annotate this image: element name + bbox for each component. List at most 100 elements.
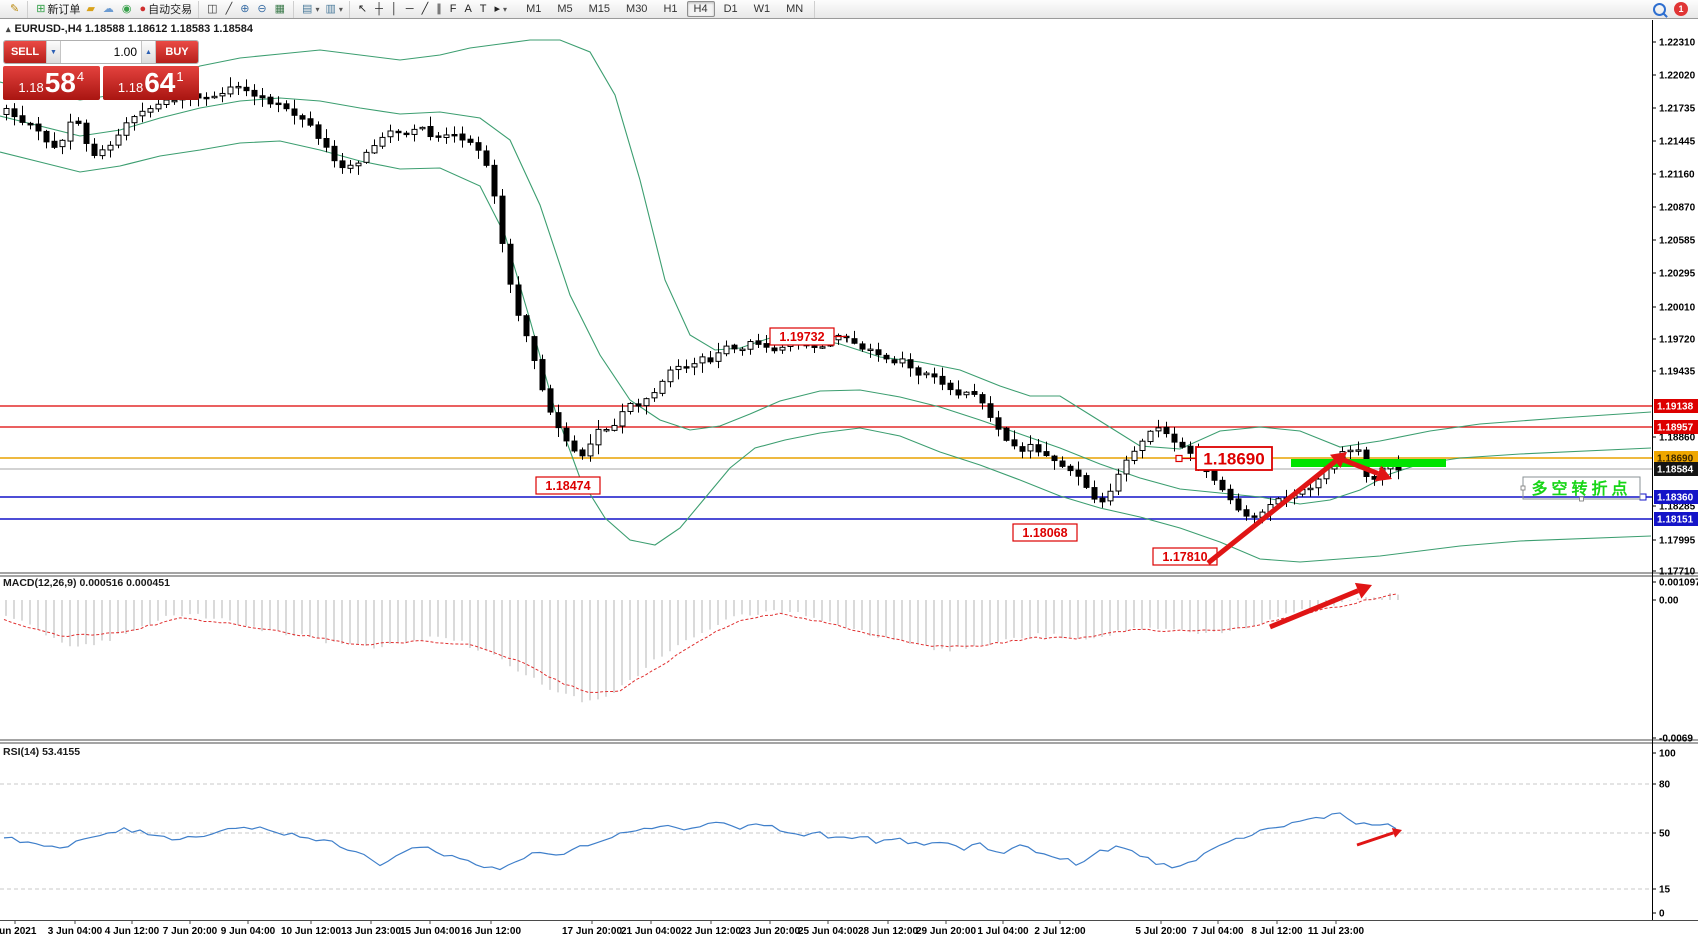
rsi-arrow-up-head	[1391, 828, 1402, 838]
price-label-118068[interactable]	[1012, 523, 1078, 542]
price-axis-label: 1.19435	[1659, 367, 1696, 378]
cloud-icon[interactable]: ☁	[100, 2, 119, 17]
buy-price-prefix: 1.18	[117, 80, 144, 95]
selection-handle	[1579, 496, 1584, 502]
support-line-1-handle[interactable]	[1639, 493, 1647, 501]
timeframe-mn[interactable]: MN	[786, 3, 804, 15]
autotrade-button: ●	[139, 2, 147, 15]
time-axis-label: 23 Jun 20:00	[740, 926, 800, 937]
sell-price-box[interactable]: 1.18 58 4	[3, 66, 100, 100]
timeframe-w1[interactable]: W1	[753, 3, 771, 15]
volume-decrease-button[interactable]: ▼	[46, 41, 61, 63]
cursor-icon[interactable]: ↖	[355, 2, 372, 17]
chevron-down-icon[interactable]: ▾	[503, 4, 508, 14]
zoom-in-icon[interactable]: ⊕	[237, 2, 254, 17]
toolbar-group: ◫ ╱ ⊕ ⊖ ▦	[201, 0, 295, 18]
timeframe-d1[interactable]: D1	[723, 3, 738, 15]
autotrade-button[interactable]: ● 自动交易	[137, 2, 196, 17]
rsi-axis-label: 15	[1659, 885, 1671, 896]
cloud-icon: ☁	[102, 2, 114, 15]
time-axis-label: 13 Jun 23:00	[341, 926, 401, 937]
trendline-icon: ╱	[421, 2, 429, 15]
fibonacci-icon: F	[449, 2, 457, 15]
macd-histogram	[5, 593, 1399, 703]
text-icon[interactable]: A	[461, 2, 476, 17]
timeframe-m15[interactable]: M15	[588, 3, 611, 15]
chart-candles-icon[interactable]: ◫	[204, 2, 222, 17]
timeframe-h4[interactable]: H4	[686, 1, 715, 17]
toolbar-group: ⊞ 新订单 ▰ ☁ ◉ ● 自动交易	[30, 0, 200, 18]
crosshair-icon[interactable]: ┼	[372, 2, 388, 17]
green-highlight-band[interactable]	[1291, 459, 1446, 467]
signal-icon[interactable]: ◉	[119, 2, 137, 17]
volume-input[interactable]	[61, 41, 141, 63]
time-axis-label: 16 Jun 12:00	[461, 926, 521, 937]
trend-arrow-up[interactable]	[1206, 459, 1337, 565]
price-axis-label: 1.21735	[1659, 104, 1696, 115]
pullback-arrow-down-head	[1374, 465, 1392, 482]
price-badge	[1654, 462, 1698, 476]
price-badge-text: 1.18584	[1657, 465, 1694, 476]
chevron-down-icon[interactable]: ▾	[315, 4, 320, 14]
signal-icon: ◉	[121, 2, 132, 15]
new-order-button[interactable]: ⊞ 新订单	[33, 2, 83, 17]
edit-pencil-icon[interactable]: ✎	[7, 2, 24, 17]
notification-badge[interactable]: 1	[1674, 2, 1688, 16]
chart-line-icon[interactable]: ╱	[223, 2, 238, 17]
time-axis-label: 10 Jun 12:00	[281, 926, 341, 937]
search-icon[interactable]	[1653, 2, 1666, 16]
bollinger-lower-band	[0, 140, 1652, 563]
time-axis-label: 29 Jun 20:00	[916, 926, 976, 937]
vertical-line-icon[interactable]: │	[388, 2, 403, 17]
profiles-icon[interactable]: ▥ ▾	[322, 2, 345, 17]
label-icon[interactable]: T	[477, 2, 492, 17]
price-axis-label: 1.18285	[1659, 502, 1696, 513]
channel-icon[interactable]: ∥	[433, 2, 447, 17]
price-badge-text: 1.18360	[1657, 493, 1694, 504]
rsi-axis-label: 0	[1659, 909, 1665, 920]
price-badge-text: 1.19138	[1657, 402, 1694, 413]
time-axis-label: 1 Jul 04:00	[977, 926, 1029, 937]
time-axis-label: 9 Jun 04:00	[221, 926, 276, 937]
chart-line-icon: ╱	[225, 2, 233, 15]
horizontal-line-icon: ─	[405, 2, 414, 15]
timeframe-m1[interactable]: M1	[526, 3, 542, 15]
rsi-arrow-up[interactable]	[1356, 831, 1394, 847]
zoom-out-icon[interactable]: ⊖	[254, 2, 271, 17]
edit-pencil-icon: ✎	[10, 2, 20, 15]
rsi-line	[3, 812, 1397, 871]
buy-button[interactable]: BUY	[156, 41, 198, 63]
tile-windows-icon[interactable]: ▦	[272, 2, 290, 17]
fibonacci-icon[interactable]: F	[447, 2, 462, 17]
price-label-118474[interactable]	[535, 476, 601, 495]
trend-arrow-up-head	[1329, 452, 1347, 469]
trendline-icon[interactable]: ╱	[419, 2, 434, 17]
price-label-117810-text: 1.17810	[1162, 550, 1207, 564]
macd-indicator-label: MACD(12,26,9) 0.000516 0.000451	[3, 577, 170, 589]
vertical-line-icon: │	[390, 2, 398, 15]
horizontal-line-icon[interactable]: ─	[403, 2, 419, 17]
time-axis-label: 5 Jul 20:00	[1135, 926, 1187, 937]
buy-price-box[interactable]: 1.18 64 1	[102, 66, 199, 100]
timeframe-m5[interactable]: M5	[557, 3, 573, 15]
templates-icon[interactable]: ▤ ▾	[299, 2, 322, 17]
time-axis-label: 7 Jul 04:00	[1192, 926, 1244, 937]
gold-icon[interactable]: ▰	[83, 2, 99, 17]
time-axis-label: 22 Jun 12:00	[681, 926, 741, 937]
buy-price-sup: 1	[176, 69, 184, 84]
arrows-icon[interactable]: ▸ ▾	[492, 2, 511, 17]
timeframe-m30[interactable]: M30	[626, 3, 648, 15]
macd-arrow-up[interactable]	[1269, 588, 1360, 630]
toolbar-group: ↖ ┼ │ ─ ╱ ∥ F A T ▸ ▾	[352, 1, 513, 18]
zoom-in-icon: ⊕	[240, 2, 250, 15]
bollinger-middle-band	[0, 97, 1652, 505]
volume-increase-button[interactable]: ▲	[141, 41, 156, 63]
chart-mini-icon: ▴	[6, 23, 11, 34]
autotrade-button-label: 自动交易	[148, 4, 193, 16]
sell-button[interactable]: SELL	[4, 41, 46, 63]
chevron-down-icon[interactable]: ▾	[338, 4, 343, 14]
timeframe-h1[interactable]: H1	[663, 3, 678, 15]
pullback-arrow-down[interactable]	[1340, 456, 1379, 476]
